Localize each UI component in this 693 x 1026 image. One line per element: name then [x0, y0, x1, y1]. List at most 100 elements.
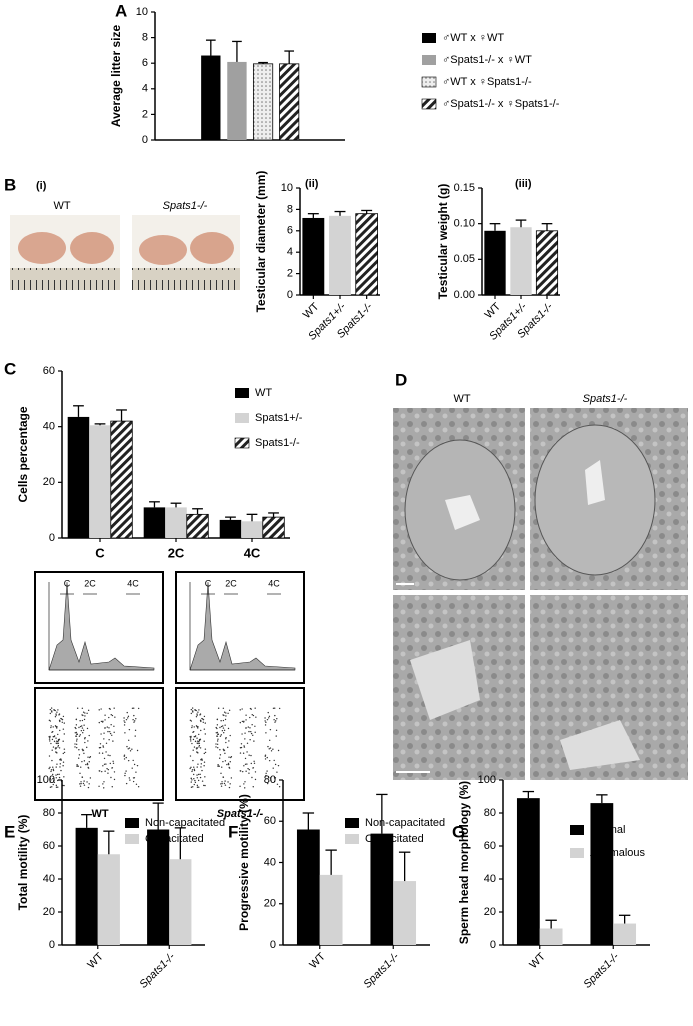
scatter-dot [197, 773, 200, 776]
scatter-dot [49, 736, 51, 739]
scatter-dot [216, 743, 219, 745]
scatter-dot [133, 707, 135, 709]
scatter-dot [86, 762, 89, 765]
subpanel-label: (i) [36, 180, 47, 192]
scatter-dot [102, 745, 104, 747]
chart-title: (iii) [515, 178, 532, 190]
scatter-dot [124, 721, 126, 724]
scatter-dot [250, 732, 253, 735]
scatter-dot [125, 718, 128, 721]
scatter-dot [124, 772, 126, 775]
scatter-dot [82, 782, 85, 785]
scatter-dot [82, 749, 84, 752]
scatter-dot [98, 721, 100, 724]
legend-label: Normal [590, 824, 625, 836]
scatter-dot [99, 743, 102, 745]
scatter-dot [264, 720, 266, 722]
y-tick-label: 40 [484, 873, 496, 885]
scatter-dot [194, 779, 196, 782]
scatter-dot [123, 758, 126, 760]
y-tick-label: 60 [43, 840, 55, 852]
scatter-dot [194, 781, 197, 784]
scatter-dot [77, 765, 79, 767]
scatter-dot [81, 707, 84, 709]
scatter-dot [78, 726, 80, 729]
scatter-dot [80, 782, 82, 785]
scatter-dot [191, 726, 193, 729]
scatter-dot [87, 786, 90, 789]
scatter-dot [222, 748, 225, 751]
y-tick-label: 6 [287, 225, 293, 237]
scatter-dot [62, 740, 64, 742]
scatter-dot [79, 772, 81, 775]
scatter-dot [56, 763, 58, 765]
scatter-dot [84, 738, 86, 740]
scatter-dot [59, 729, 61, 732]
scatter-dot [224, 724, 226, 726]
scatter-dot [110, 776, 112, 779]
scatter-dot [216, 731, 219, 734]
scatter-dot [203, 761, 206, 763]
panel-label: G [452, 822, 465, 841]
scatter-dot [48, 767, 50, 770]
scatter-dot [59, 720, 61, 723]
scatter-dot [223, 782, 226, 785]
scatter-dot [104, 727, 106, 729]
scatter-dot [127, 748, 129, 750]
scatter-dot [106, 767, 108, 770]
scatter-dot [252, 734, 254, 736]
scatter-dot [51, 711, 53, 713]
x-tick-label: Spats1-/- [581, 950, 621, 990]
scatter-dot [242, 770, 244, 773]
legend-swatch [422, 55, 436, 65]
scatter-dot [80, 730, 83, 732]
scatter-dot [204, 748, 207, 750]
scatter-dot [268, 759, 271, 762]
scatter-dot [224, 760, 227, 762]
scatter-dot [219, 754, 222, 756]
scatter-dot [83, 752, 85, 755]
scatter-dot [81, 776, 84, 778]
scatter-dot [53, 779, 55, 782]
scatter-dot [192, 738, 195, 741]
scatter-dot [133, 714, 135, 717]
bar [219, 519, 242, 538]
scatter-dot [248, 772, 250, 774]
scatter-dot [62, 728, 65, 730]
y-axis-label: Total motility (%) [16, 815, 30, 911]
scatter-dot [80, 766, 82, 768]
scatter-dot [49, 712, 52, 715]
bar [201, 55, 221, 140]
legend-label: Spats1-/- [255, 437, 300, 449]
scatter-dot [197, 763, 199, 765]
scatter-dot [105, 751, 107, 753]
scatter-dot [78, 754, 81, 756]
scatter-dot [50, 769, 53, 771]
scatter-dot [228, 767, 231, 769]
scatter-dot [82, 729, 85, 732]
scatter-dot [103, 787, 105, 789]
scatter-dot [265, 774, 267, 777]
scatter-dot [247, 726, 250, 728]
bar [302, 217, 325, 295]
scatter-dot [200, 729, 202, 732]
y-tick-label: 100 [37, 774, 55, 786]
scatter-dot [277, 764, 280, 767]
legend-label: ♂WT x ♀WT [442, 32, 504, 44]
scatter-dot [134, 729, 137, 732]
panel-label: E [4, 822, 15, 841]
scatter-dot [192, 749, 194, 751]
scatter-dot [270, 750, 273, 752]
scatter-dot [196, 726, 199, 728]
scatter-dot [224, 780, 226, 782]
scatter-dot [50, 770, 52, 773]
scatter-dot [196, 777, 199, 779]
scatter-dot [54, 748, 57, 750]
scatter-dot [226, 763, 228, 766]
scatter-dot [193, 769, 196, 772]
scatter-dot [267, 711, 269, 714]
scatter-dot [76, 765, 78, 767]
scatter-dot [196, 786, 199, 788]
scatter-dot [48, 755, 51, 757]
